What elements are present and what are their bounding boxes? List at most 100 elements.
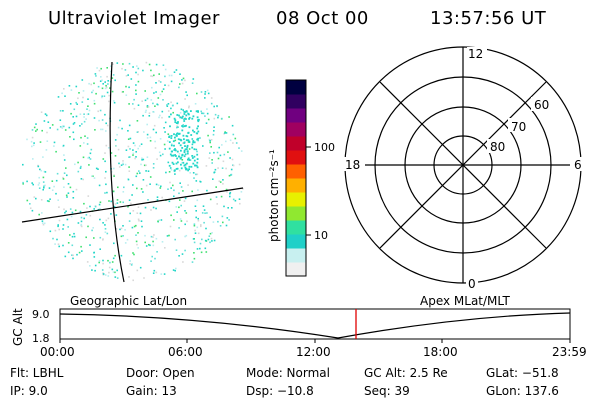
emission-pixel [175, 134, 178, 136]
emission-pixel [105, 219, 108, 222]
emission-pixel [62, 144, 65, 147]
emission-pixel [184, 145, 186, 147]
emission-pixel [184, 116, 186, 119]
emission-pixel [229, 139, 232, 142]
emission-pixel [137, 232, 139, 234]
emission-pixel [125, 75, 128, 77]
emission-pixel [102, 238, 104, 240]
emission-pixel [169, 167, 172, 169]
emission-pixel [173, 71, 176, 73]
emission-pixel [207, 118, 210, 121]
emission-pixel [150, 209, 152, 211]
emission-pixel [199, 137, 201, 139]
emission-pixel [136, 269, 139, 272]
emission-pixel [142, 69, 144, 72]
emission-pixel [81, 123, 83, 125]
emission-pixel [86, 113, 89, 116]
emission-pixel [217, 116, 219, 119]
emission-pixel [238, 147, 240, 149]
emission-pixel [175, 206, 178, 208]
emission-pixel [113, 167, 115, 170]
emission-pixel [75, 85, 78, 88]
emission-pixel [97, 168, 99, 170]
emission-pixel [93, 177, 96, 179]
emission-pixel [138, 145, 141, 147]
emission-pixel [203, 209, 206, 211]
emission-pixel [127, 130, 129, 132]
emission-pixel [121, 127, 123, 130]
emission-pixel [127, 178, 130, 181]
emission-pixel [101, 269, 104, 271]
emission-pixel [63, 172, 66, 174]
emission-pixel [210, 139, 213, 141]
emission-pixel [228, 116, 230, 118]
emission-pixel [165, 171, 167, 174]
emission-pixel [107, 217, 110, 220]
emission-pixel [169, 153, 172, 156]
emission-pixel [150, 260, 152, 262]
colorbar-band [286, 108, 306, 123]
emission-pixel [59, 126, 62, 128]
mlat-label-70: 70 [511, 120, 526, 134]
emission-pixel [145, 164, 147, 167]
emission-pixel [232, 198, 235, 201]
emission-pixel [174, 148, 176, 150]
emission-pixel [175, 267, 177, 270]
altitude-tick-1-8: 1.8 [32, 332, 50, 345]
emission-pixel [178, 132, 181, 135]
emission-pixel [178, 255, 180, 257]
emission-pixel [106, 232, 109, 235]
emission-pixel [217, 220, 219, 223]
emission-pixel [160, 219, 163, 221]
emission-pixel [170, 154, 173, 157]
emission-pixel [154, 257, 156, 260]
emission-pixel [225, 224, 228, 227]
emission-pixel [67, 192, 70, 194]
emission-pixel [105, 183, 107, 186]
emission-pixel [200, 224, 202, 226]
emission-pixel [72, 131, 75, 134]
emission-pixel [213, 105, 215, 108]
emission-pixel [104, 224, 106, 226]
emission-pixel [195, 148, 198, 151]
colorbar-band [286, 262, 306, 277]
emission-pixel [176, 150, 179, 153]
emission-pixel [206, 189, 208, 192]
emission-pixel [208, 138, 211, 141]
emission-pixel [136, 131, 139, 133]
emission-pixel [183, 110, 186, 113]
emission-pixel [38, 213, 40, 216]
emission-pixel [105, 122, 107, 125]
emission-pixel [204, 115, 206, 117]
emission-pixel [137, 206, 140, 208]
emission-pixel [132, 149, 134, 151]
instrument-title: Ultraviolet Imager [48, 8, 220, 29]
emission-pixel [155, 207, 157, 210]
emission-pixel [185, 135, 188, 137]
emission-pixel [128, 166, 130, 168]
emission-pixel [191, 82, 194, 84]
emission-pixel [92, 175, 94, 177]
emission-pixel [188, 126, 191, 129]
emission-pixel [110, 152, 113, 154]
emission-pixel [171, 161, 174, 164]
emission-pixel [49, 198, 51, 200]
emission-pixel [40, 199, 43, 201]
emission-pixel [184, 249, 186, 252]
emission-pixel [228, 174, 231, 177]
emission-pixel [137, 80, 140, 83]
emission-pixel [95, 75, 97, 77]
emission-pixel [200, 225, 202, 228]
emission-pixel [184, 153, 187, 156]
emission-pixel [32, 158, 34, 160]
emission-pixel [102, 259, 104, 262]
emission-pixel [140, 163, 142, 166]
emission-pixel [152, 163, 155, 165]
emission-pixel [128, 124, 131, 127]
emission-pixel [113, 101, 116, 104]
emission-pixel [181, 129, 184, 132]
emission-pixel [100, 76, 102, 78]
glon-info: GLon: 137.6 [486, 384, 559, 398]
emission-pixel [159, 114, 161, 117]
